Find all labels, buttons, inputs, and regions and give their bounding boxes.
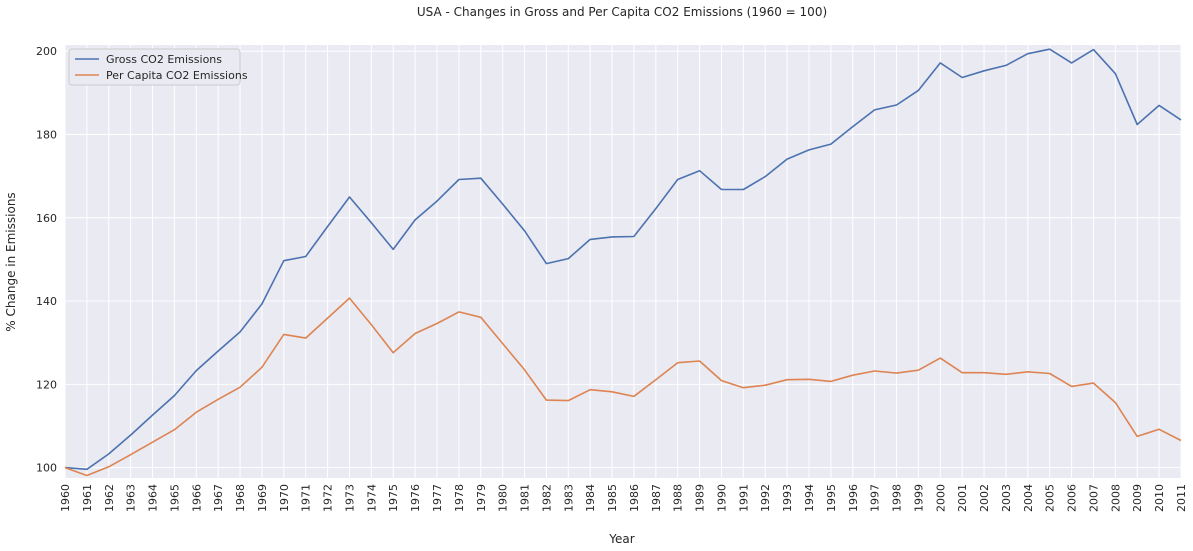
x-tick-label: 2007: [1087, 484, 1100, 512]
x-tick-label: 1983: [562, 484, 575, 512]
x-tick-label: 2004: [1022, 484, 1035, 512]
y-tick-label: 120: [36, 378, 57, 391]
x-gridlines: [64, 45, 1182, 478]
y-axis-ticks: 100 120 140 160 180 200: [36, 45, 57, 474]
x-tick-label: 1989: [694, 484, 707, 512]
x-tick-label: 2005: [1044, 484, 1057, 512]
x-tick-label: 1968: [234, 484, 247, 512]
x-tick-label: 1997: [869, 484, 882, 512]
per-capita-co2-line: [64, 297, 1182, 477]
y-tick-label: 140: [36, 295, 57, 308]
x-tick-label: 1985: [606, 484, 619, 512]
x-tick-label: 1992: [759, 484, 772, 512]
x-tick-label: 2009: [1131, 484, 1144, 512]
x-tick-label: 1960: [59, 484, 72, 512]
legend-label-per-capita: Per Capita CO2 Emissions: [106, 69, 248, 82]
x-tick-label: 1964: [147, 484, 160, 512]
y-tick-label: 180: [36, 129, 57, 142]
x-tick-label: 1996: [847, 484, 860, 512]
y-axis-label: % Change in Emissions: [4, 192, 18, 331]
legend-box: [68, 48, 241, 86]
x-tick-label: 2000: [934, 484, 947, 512]
y-tick-label: 100: [36, 462, 57, 475]
x-tick-label: 1963: [125, 484, 138, 512]
x-tick-label: 2008: [1109, 484, 1122, 512]
x-tick-label: 1991: [737, 484, 750, 512]
x-tick-label: 1967: [212, 484, 225, 512]
gross-co2-line: [64, 48, 1182, 471]
x-tick-label: 1995: [825, 484, 838, 512]
x-tick-label: 1990: [715, 484, 728, 512]
x-tick-label: 1998: [891, 484, 904, 512]
series-lines: [64, 48, 1182, 477]
y-gridlines: [65, 50, 1181, 469]
x-tick-label: 1970: [278, 484, 291, 512]
x-tick-label: 1969: [256, 484, 269, 512]
x-tick-label: 1980: [497, 484, 510, 512]
x-tick-label: 1962: [103, 484, 116, 512]
x-tick-label: 1987: [650, 484, 663, 512]
x-tick-label: 1972: [322, 484, 335, 512]
x-tick-label: 1974: [365, 484, 378, 512]
x-tick-label: 1982: [540, 484, 553, 512]
x-tick-label: 1999: [912, 484, 925, 512]
x-tick-label: 1978: [453, 484, 466, 512]
x-axis-ticks: 1960 1961 1962 1963 1964 1965 1966 1967 1968 1969…: [59, 484, 1188, 512]
x-tick-label: 1981: [519, 484, 532, 512]
x-tick-label: 1993: [781, 484, 794, 512]
legend: Gross CO2 Emissions Per Capita CO2 Emiss…: [68, 48, 248, 86]
x-tick-label: 1976: [409, 484, 422, 512]
legend-label-gross: Gross CO2 Emissions: [106, 53, 222, 66]
x-tick-label: 2003: [1000, 484, 1013, 512]
y-tick-label: 200: [36, 45, 57, 58]
x-tick-label: 1975: [387, 484, 400, 512]
x-tick-label: 2002: [978, 484, 991, 512]
x-tick-label: 1966: [190, 484, 203, 512]
plot-area: [65, 45, 1181, 478]
y-tick-label: 160: [36, 212, 57, 225]
x-tick-label: 1961: [81, 484, 94, 512]
x-tick-label: 1965: [168, 484, 181, 512]
x-tick-label: 1971: [300, 484, 313, 512]
x-tick-label: 2011: [1175, 484, 1188, 512]
x-tick-label: 1986: [628, 484, 641, 512]
x-tick-label: 1977: [431, 484, 444, 512]
x-tick-label: 1988: [672, 484, 685, 512]
x-tick-label: 2010: [1153, 484, 1166, 512]
x-tick-label: 1973: [343, 484, 356, 512]
x-tick-label: 1979: [475, 484, 488, 512]
chart-title: USA - Changes in Gross and Per Capita CO…: [417, 5, 827, 19]
x-tick-label: 2006: [1066, 484, 1079, 512]
x-tick-label: 1984: [584, 484, 597, 512]
x-tick-label: 1994: [803, 484, 816, 512]
x-axis-label: Year: [608, 532, 634, 546]
x-tick-label: 2001: [956, 484, 969, 512]
